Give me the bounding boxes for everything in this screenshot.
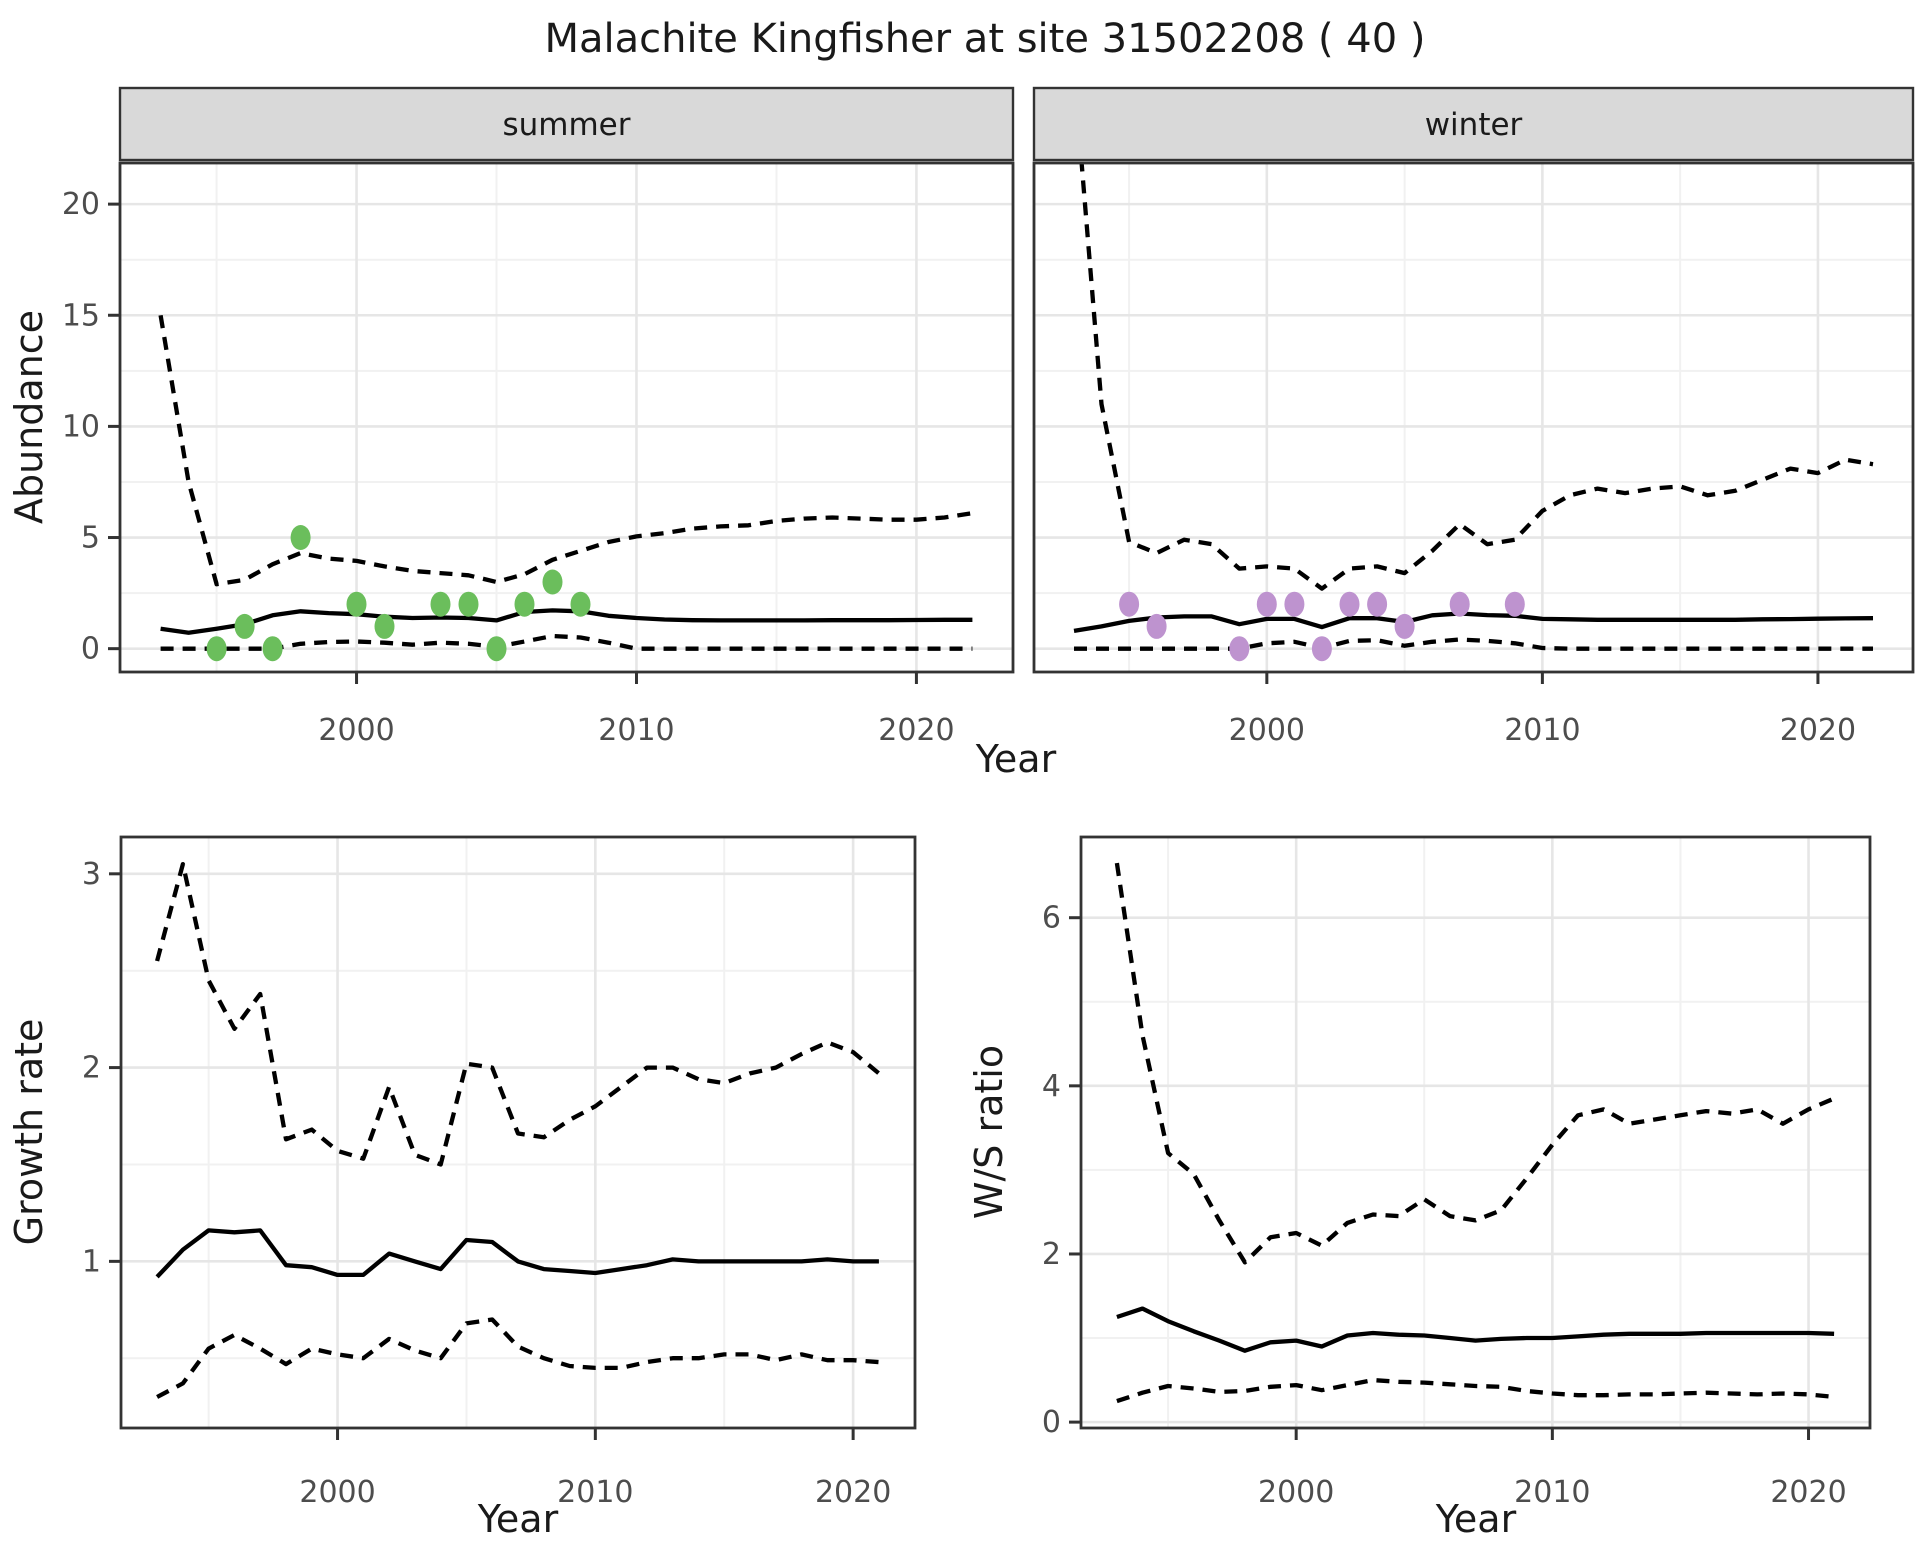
observation-point [1339, 591, 1360, 617]
y-tick-label: 5 [81, 521, 100, 556]
observation-points [206, 525, 591, 662]
panel-growth_rate: 2000 2010 2020 1 2 3 Growth rate Year [7, 835, 917, 1541]
observation-point [458, 591, 479, 617]
observation-point [206, 636, 227, 662]
observation-point [1394, 613, 1415, 639]
facet-strip [118, 86, 1015, 162]
observation-point [1256, 591, 1277, 617]
facet-strip-label: winter [1425, 107, 1523, 143]
x-tick-label: 2010 [557, 1475, 633, 1510]
x-axis-title-shared: Year [975, 737, 1057, 781]
observation-point [570, 591, 591, 617]
panel-background [1034, 163, 1913, 672]
x-tick-label: 2000 [1258, 1475, 1334, 1510]
observation-point [262, 636, 283, 662]
panel-abundance_winter: winter 2000 2010 2020 [1032, 86, 1915, 748]
x-tick-label: 2010 [1504, 713, 1580, 748]
observation-point [486, 636, 507, 662]
x-tick-label: 2020 [1780, 713, 1856, 748]
series-median-line [160, 608, 973, 635]
observation-point [1311, 636, 1332, 662]
series-group [155, 861, 881, 1399]
series-group [1073, 163, 1874, 651]
panel-border [1032, 161, 1915, 674]
x-tick-label: 2020 [815, 1475, 891, 1510]
facet-strip-label: summer [502, 107, 630, 143]
observation-point [1229, 636, 1250, 662]
panel-background [120, 163, 1013, 672]
observation-point [1146, 613, 1167, 639]
series-upper_95ci-line [1114, 862, 1835, 1265]
y-tick-label: 0 [81, 632, 100, 667]
observation-point [1504, 591, 1525, 617]
panel-border [1079, 835, 1872, 1430]
y-tick-label: 20 [62, 187, 100, 222]
y-tick-label: 10 [62, 409, 100, 444]
observation-point [1119, 591, 1140, 617]
observation-point [346, 591, 367, 617]
panel-abundance_summer: summer 2000 2010 2020 0 5 10 15 20 Abundance [7, 86, 1015, 748]
y-axis-title: Growth rate [7, 1019, 51, 1246]
observation-point [1367, 591, 1388, 617]
series-median-line [1116, 1306, 1835, 1353]
observation-point [234, 613, 255, 639]
observation-point [514, 591, 535, 617]
y-tick-label: 1 [82, 1244, 101, 1279]
x-tick-label: 2020 [1770, 1475, 1846, 1510]
series-upper_95ci-line [1079, 163, 1874, 591]
series-median-line [1073, 611, 1874, 634]
x-tick-label: 2020 [878, 713, 954, 748]
series-group [158, 314, 973, 651]
observation-point [542, 569, 563, 595]
x-tick-label: 2010 [598, 713, 674, 748]
series-lower_95ci-line [1116, 1377, 1835, 1404]
x-axis-title: Year [1435, 1497, 1517, 1541]
series-lower_95ci-line [160, 633, 973, 651]
facet-strip [1032, 86, 1915, 162]
x-tick-label: 2010 [1514, 1475, 1590, 1510]
panel-border [118, 161, 1015, 674]
x-tick-label: 2000 [1229, 713, 1305, 748]
observation-point [430, 591, 451, 617]
x-tick-label: 2000 [318, 713, 394, 748]
series-upper_95ci-line [155, 861, 881, 1167]
y-tick-label: 0 [1042, 1405, 1061, 1440]
series-lower_95ci-line [1074, 637, 1873, 651]
y-tick-label: 3 [82, 857, 101, 892]
observation-point [1284, 591, 1305, 617]
x-axis-title: Year [477, 1497, 559, 1541]
series-lower_95ci-line [156, 1317, 880, 1399]
series-group [1114, 862, 1835, 1404]
y-tick-label: 2 [82, 1051, 101, 1086]
panel-ws_ratio: 2000 2010 2020 0 2 4 6 W/S ratio Year [967, 835, 1872, 1541]
y-axis-title: W/S ratio [967, 1045, 1011, 1219]
series-upper_95ci-line [158, 314, 973, 587]
page-title: Malachite Kingfisher at site 31502208 ( … [544, 16, 1425, 62]
observation-point [1449, 591, 1470, 617]
observation-point [290, 525, 311, 550]
y-axis-title: Abundance [7, 310, 51, 524]
y-tick-label: 4 [1042, 1069, 1061, 1104]
observation-points [1119, 591, 1525, 662]
panel-border [119, 835, 917, 1430]
series-median-line [155, 1228, 879, 1279]
y-tick-label: 2 [1042, 1237, 1061, 1272]
observation-point [374, 613, 395, 639]
x-tick-label: 2000 [299, 1475, 375, 1510]
y-tick-label: 6 [1042, 901, 1061, 936]
panel-background [1081, 837, 1870, 1428]
y-tick-label: 15 [62, 298, 100, 333]
